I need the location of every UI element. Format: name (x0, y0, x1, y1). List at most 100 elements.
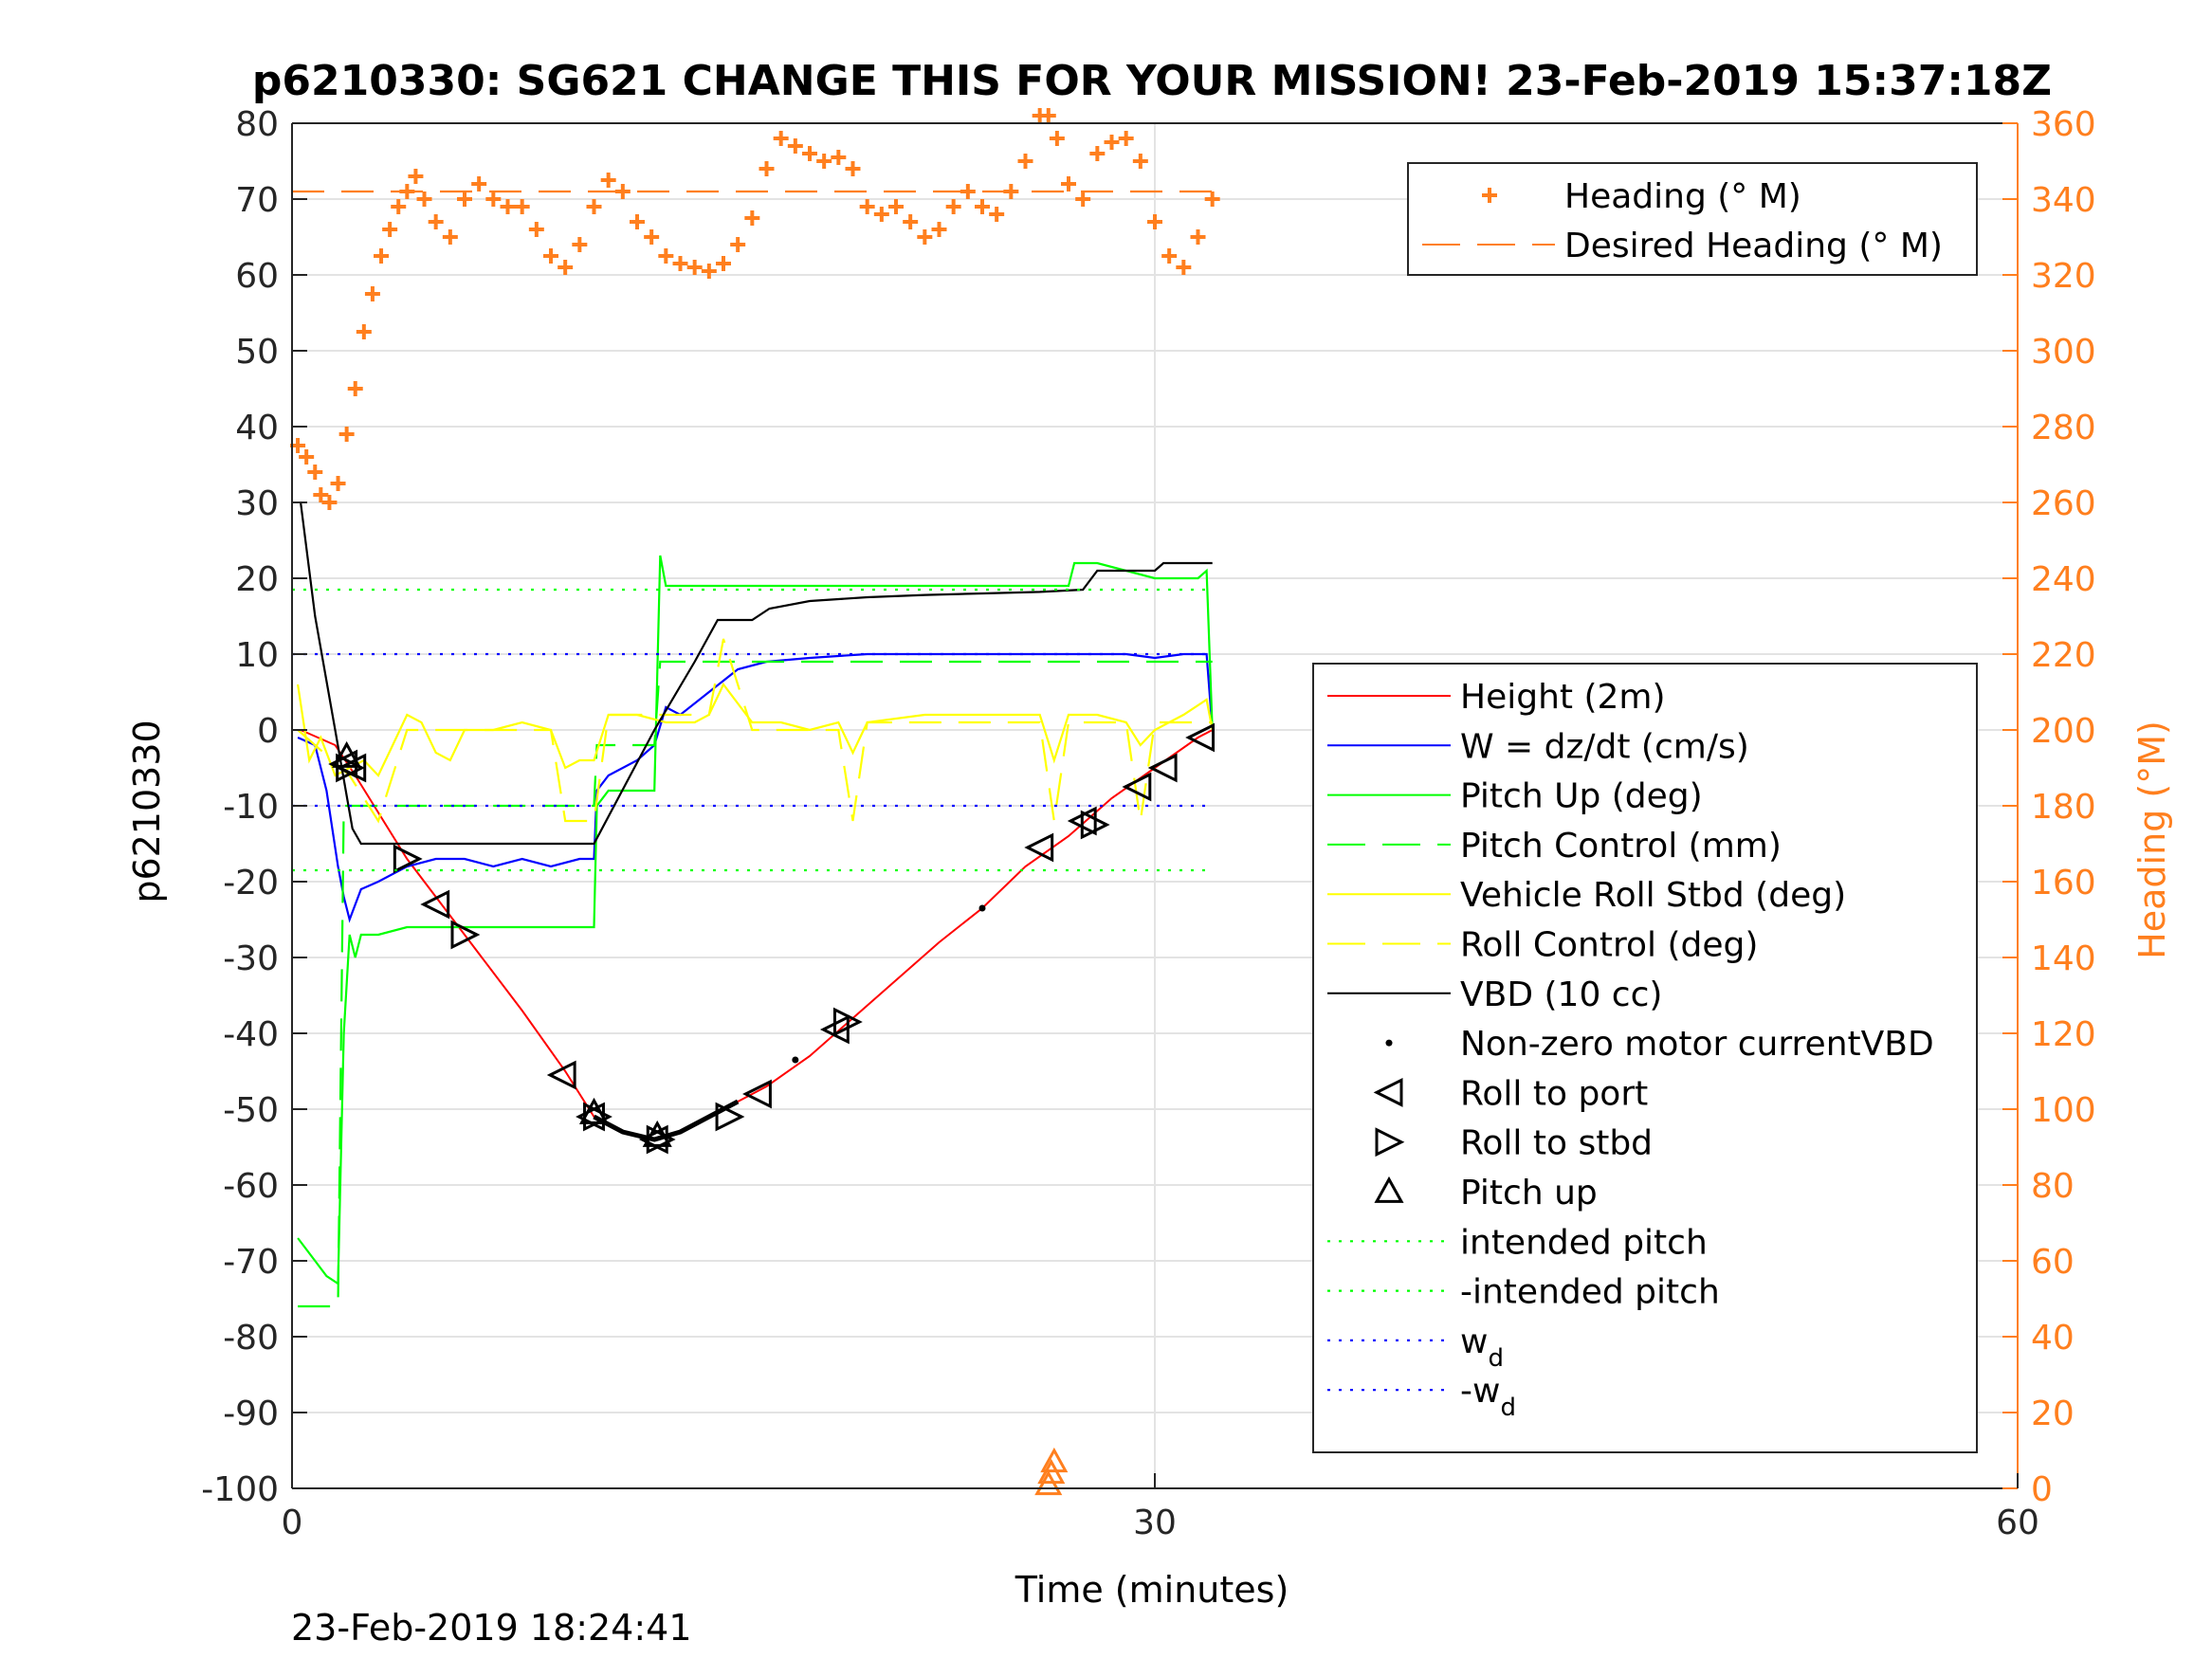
heading-point (600, 173, 616, 188)
y-tick-label: -90 (223, 1395, 279, 1433)
heading-point (1161, 248, 1178, 264)
heading-point (931, 222, 947, 237)
heading-point (701, 264, 717, 279)
series-pitch-control-mm- (298, 660, 1213, 1308)
marker-right (715, 1102, 745, 1132)
legend-label-subscript: d (1500, 1394, 1516, 1422)
y2-tick-label: 300 (2031, 333, 2096, 372)
marker-right (336, 753, 366, 783)
heading-point (586, 199, 602, 214)
y2-tick-label: 140 (2031, 939, 2096, 978)
heading-pitch-marker (1040, 1447, 1069, 1473)
heading-point (816, 154, 832, 169)
y-axis-label: p6210330 (126, 720, 168, 902)
heading-point (428, 214, 444, 229)
heading-point (382, 222, 398, 237)
legend-heading: Heading (° M) Desired Heading (° M) (1407, 162, 1978, 276)
legend-swatch (1385, 1039, 1393, 1047)
heading-point (485, 191, 502, 207)
y-tick-label: 30 (235, 484, 279, 523)
heading-point (347, 381, 363, 396)
marker-left (1024, 832, 1054, 863)
y-tick-label: 20 (235, 560, 279, 599)
marker-left (420, 889, 450, 920)
y-tick-label: 60 (235, 257, 279, 296)
timestamp: 23-Feb-2019 18:24:41 (291, 1607, 692, 1649)
heading-point (500, 199, 516, 214)
y-tick-label: -70 (223, 1243, 279, 1282)
y-tick-label: -10 (223, 788, 279, 827)
heading-point (313, 487, 329, 502)
marker-left (1185, 722, 1216, 753)
series-line (297, 682, 1214, 777)
marker-up (332, 740, 362, 768)
y-tick-label: 70 (235, 181, 279, 220)
series-heading-m- (290, 108, 1220, 510)
heading-point (1190, 229, 1206, 245)
heading-point (1049, 131, 1065, 146)
y2-tick-label: 280 (2031, 409, 2096, 447)
heading-point (364, 286, 380, 301)
heading-point (945, 199, 961, 214)
y-tick-label: 0 (257, 712, 279, 751)
heading-point (802, 146, 817, 161)
y2-tick-label: 200 (2031, 712, 2096, 751)
marker-right (1080, 810, 1110, 840)
heading-point (1040, 108, 1056, 123)
heading-point (1118, 131, 1134, 146)
legend-label: intended pitch (1460, 1223, 1708, 1262)
y-tick-label: -40 (223, 1015, 279, 1054)
y2-tick-label: 220 (2031, 636, 2096, 675)
heading-point (1075, 191, 1091, 207)
heading-point (374, 248, 390, 264)
heading-point (630, 214, 645, 229)
legend-label: Roll to port (1460, 1074, 1648, 1113)
legend-label: Non-zero motor currentVBD (1460, 1025, 1934, 1064)
y2-tick-label: 240 (2031, 560, 2096, 599)
legend-label: -intended pitch (1460, 1273, 1720, 1312)
series-w-dz-dt-cm-s- (297, 652, 1214, 923)
legend-label: VBD (10 cc) (1460, 975, 1662, 1014)
heading-point (873, 207, 889, 222)
y-tick-label: -30 (223, 939, 279, 978)
legend-heading-label: Heading (° M) (1564, 177, 1801, 216)
heading-point (759, 161, 775, 176)
heading-point (989, 207, 1005, 222)
y2-tick-label: 260 (2031, 484, 2096, 523)
heading-point (644, 229, 660, 245)
legend-label: Pitch up (1460, 1174, 1598, 1212)
heading-point (1061, 176, 1076, 191)
heading-point (716, 256, 731, 271)
y-tick-label: -20 (223, 864, 279, 902)
y-tick-label: -50 (223, 1091, 279, 1130)
legend-label: Vehicle Roll Stbd (deg) (1460, 876, 1846, 915)
heading-point (1204, 191, 1220, 207)
marker-left (1147, 753, 1178, 783)
heading-point (744, 210, 760, 226)
series-line (297, 555, 1214, 1286)
heading-point (391, 199, 407, 214)
series-roll-control-deg- (297, 638, 1213, 824)
heading-point (558, 260, 574, 275)
motor-current-point (792, 1056, 799, 1064)
heading-point (1176, 260, 1192, 275)
heading-point (321, 495, 338, 510)
legend-label: Height (2m) (1460, 678, 1666, 717)
heading-point (528, 222, 544, 237)
legend-heading-label: Desired Heading (° M) (1564, 227, 1943, 265)
y2-tick-label: 80 (2031, 1167, 2075, 1206)
heading-point (1132, 154, 1148, 169)
y2-tick-label: 60 (2031, 1243, 2075, 1282)
heading-point (307, 465, 323, 480)
heading-point (356, 324, 372, 339)
legend-label: W = dz/dt (cm/s) (1460, 727, 1749, 766)
series-pitch-up (1034, 1447, 1069, 1496)
marker-up (578, 1097, 610, 1124)
marker-left (546, 1060, 576, 1090)
y2-tick-label: 180 (2031, 788, 2096, 827)
y-tick-label: 80 (235, 105, 279, 144)
x-axis-label: Time (minutes) (1015, 1569, 1289, 1611)
marker-right (450, 920, 481, 950)
x-tick-label: 60 (1996, 1504, 2039, 1542)
